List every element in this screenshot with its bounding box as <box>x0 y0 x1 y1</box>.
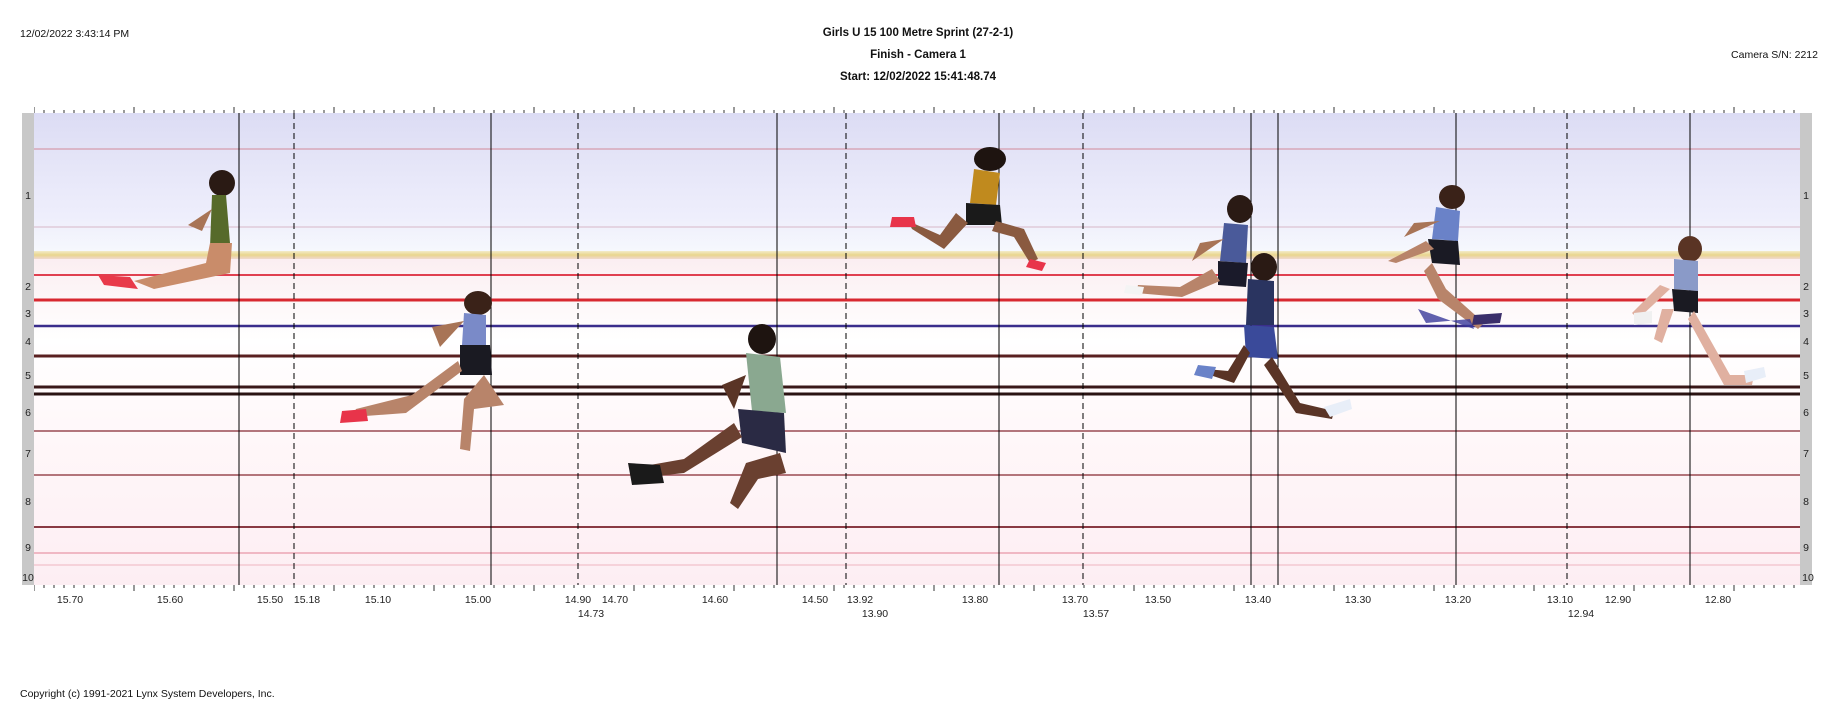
time-label: 13.92 <box>846 594 874 606</box>
time-label: 14.70 <box>601 594 629 606</box>
time-label: 13.20 <box>1444 594 1472 606</box>
lane-number: 2 <box>1803 281 1809 293</box>
print-timestamp: 12/02/2022 3:43:14 PM <box>20 28 130 40</box>
event-header: Girls U 15 100 Metre Sprint (27-2-1) Fin… <box>0 22 1836 88</box>
runner-lane-8 <box>628 324 786 509</box>
time-label: 14.50 <box>801 594 829 606</box>
lane-number: 9 <box>25 542 31 554</box>
lane-number: 4 <box>25 336 31 348</box>
time-label: 15.18 <box>293 594 321 606</box>
race-start-time: Start: 12/02/2022 15:41:48.74 <box>840 71 996 83</box>
lane-number: 10 <box>22 572 34 584</box>
lane-number: 2 <box>25 281 31 293</box>
split-markers <box>293 113 1568 585</box>
split-time-label: 13.57 <box>1082 608 1110 620</box>
time-cursors <box>238 113 1691 585</box>
lane-number: 4 <box>1803 336 1809 348</box>
track-surface <box>34 259 1800 585</box>
time-label: 15.00 <box>464 594 492 606</box>
runner-lane-4-5 <box>1194 253 1352 419</box>
time-label: 14.60 <box>701 594 729 606</box>
camera-name: Finish - Camera 1 <box>870 49 966 61</box>
time-label: 15.50 <box>256 594 284 606</box>
split-time-label: 14.73 <box>577 608 605 620</box>
bottom-tick-ruler <box>34 585 1795 591</box>
lane-number: 3 <box>25 308 31 320</box>
time-label: 13.30 <box>1344 594 1372 606</box>
finish-overlay <box>34 113 1800 585</box>
split-time-label: 13.90 <box>861 608 889 620</box>
time-label: 15.10 <box>364 594 392 606</box>
time-label: 13.40 <box>1244 594 1272 606</box>
top-tick-ruler <box>34 107 1795 113</box>
lane-number: 1 <box>1803 190 1809 202</box>
lane-number: 6 <box>25 407 31 419</box>
lane-bar-right <box>1800 113 1812 585</box>
split-time-label: 12.94 <box>1567 608 1595 620</box>
time-label: 13.10 <box>1546 594 1574 606</box>
lane-number: 6 <box>1803 407 1809 419</box>
lane-lines <box>34 274 1800 566</box>
time-label: 13.80 <box>961 594 989 606</box>
lane-number: 10 <box>1802 572 1814 584</box>
lane-number: 8 <box>25 496 31 508</box>
time-label: 15.60 <box>156 594 184 606</box>
lane-number: 9 <box>1803 542 1809 554</box>
time-label: 12.80 <box>1704 594 1732 606</box>
time-label: 15.70 <box>56 594 84 606</box>
lane-number: 1 <box>25 190 31 202</box>
lane-number: 3 <box>1803 308 1809 320</box>
time-label: 13.70 <box>1061 594 1089 606</box>
runner-lane-2 <box>1124 195 1253 297</box>
runner-lane-1-left <box>98 170 235 289</box>
lane-bar-left <box>22 113 34 585</box>
time-label: 13.50 <box>1144 594 1172 606</box>
runner-lane-3 <box>340 291 504 451</box>
copyright-notice: Copyright (c) 1991-2021 Lynx System Deve… <box>20 688 275 700</box>
runner-lane-1-center <box>890 147 1046 271</box>
event-title: Girls U 15 100 Metre Sprint (27-2-1) <box>822 27 1014 39</box>
camera-serial: Camera S/N: 2212 <box>1731 49 1818 61</box>
time-label: 12.90 <box>1604 594 1632 606</box>
lane-number: 7 <box>1803 448 1809 460</box>
time-label: 14.90 <box>564 594 592 606</box>
lane-number: 7 <box>25 448 31 460</box>
lane-number: 5 <box>1803 370 1809 382</box>
lane-number: 8 <box>1803 496 1809 508</box>
runner-lane-1-right <box>1388 185 1502 329</box>
trackside-wall <box>34 251 1800 259</box>
lane-number: 5 <box>25 370 31 382</box>
runner-lane-2-right <box>1632 236 1766 385</box>
finish-line-image[interactable] <box>34 113 1800 585</box>
